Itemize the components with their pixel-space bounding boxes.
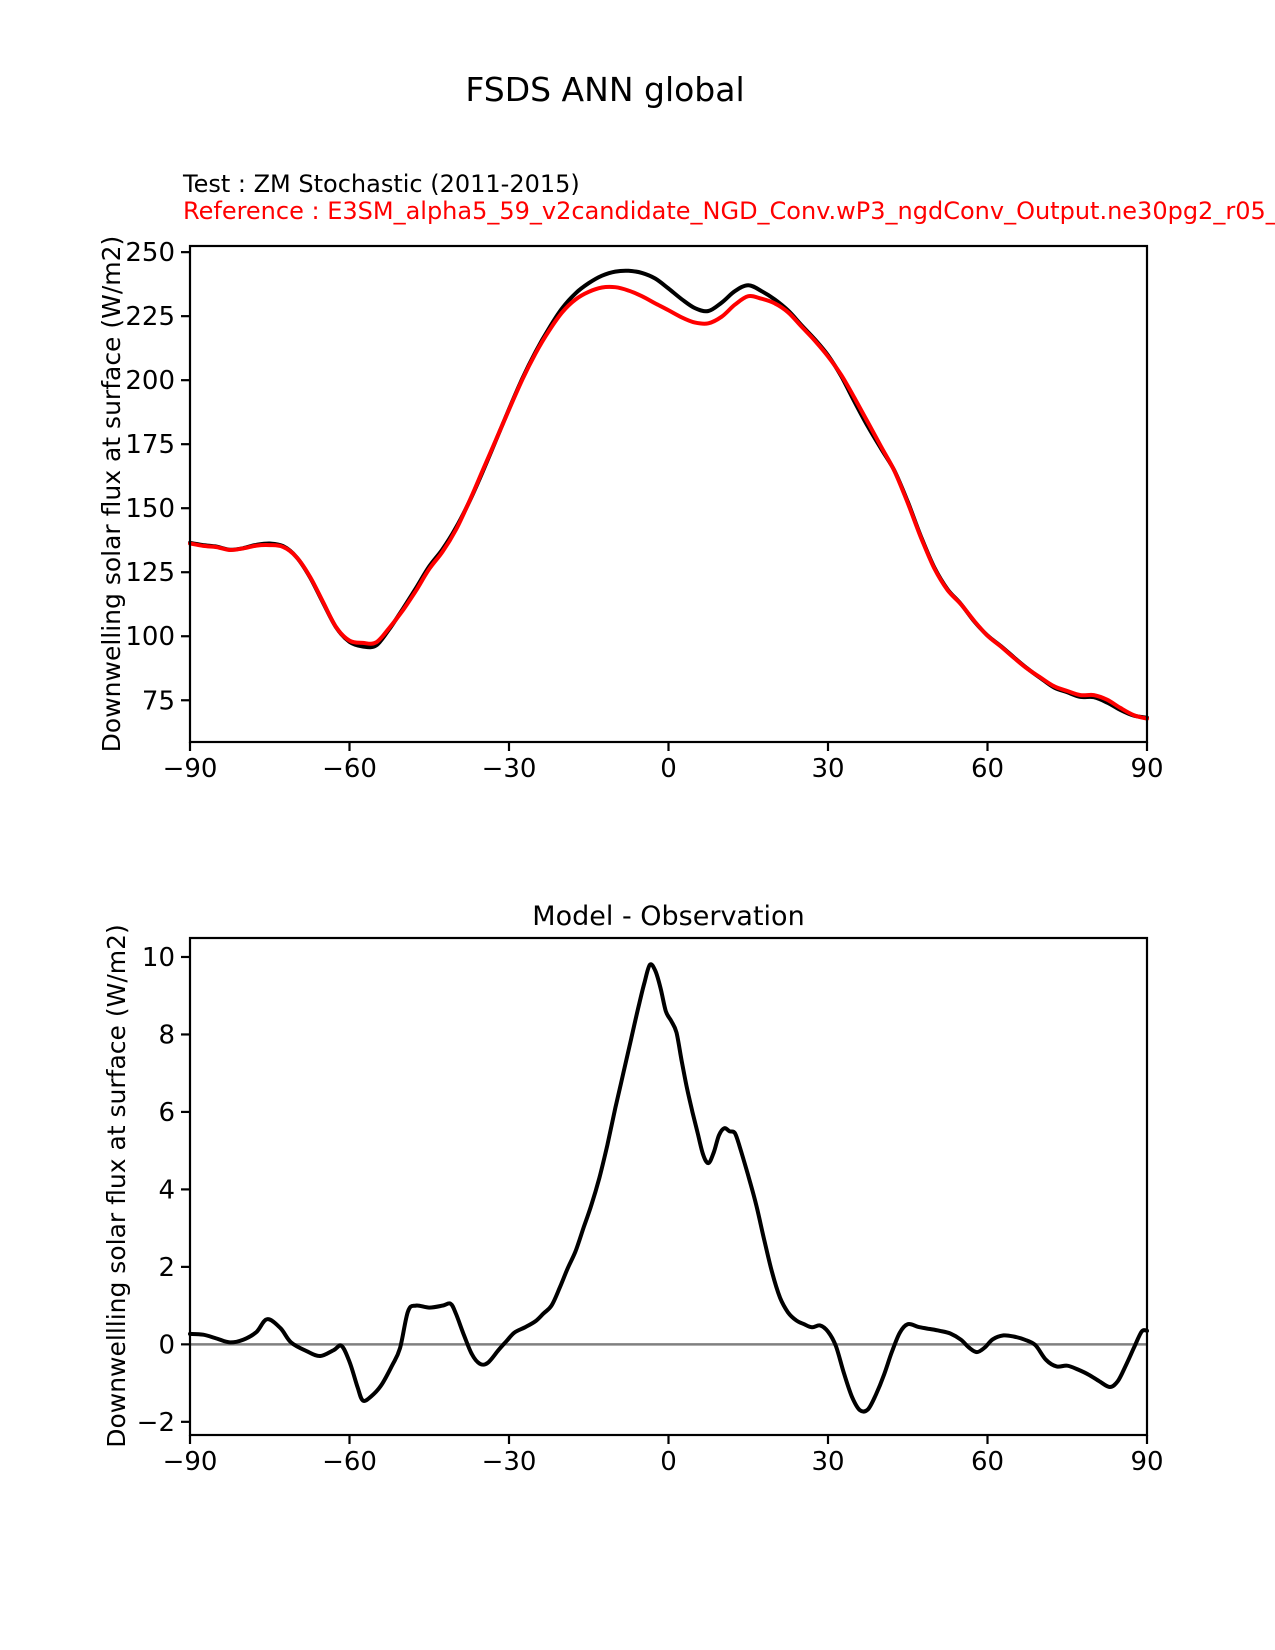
bottom-plot-ylabel: Downwellling solar flux at surface (W/m2… [102, 924, 131, 1448]
legend-test-label: Test : ZM Stochastic (2011-2015) [183, 170, 580, 198]
y-tick-label: 250 [125, 238, 175, 268]
y-tick-label: 4 [158, 1175, 175, 1205]
y-tick-label: 200 [125, 366, 175, 396]
x-tick-label: −90 [163, 1447, 218, 1477]
x-tick-label: 60 [971, 754, 1004, 784]
y-tick-label: 100 [125, 622, 175, 652]
y-tick-label: 125 [125, 558, 175, 588]
x-tick-label: −30 [482, 754, 537, 784]
y-tick-label: 10 [142, 943, 175, 973]
plot-frame [188, 244, 1149, 744]
x-tick-label: 30 [811, 1447, 844, 1477]
y-tick-label: 75 [142, 686, 175, 716]
reference-curve [188, 284, 1149, 721]
legend-reference-label: Reference : E3SM_alpha5_59_v2candidate_N… [183, 197, 1275, 225]
y-tick-label: 225 [125, 302, 175, 332]
top-plot-ylabel: Downwelling solar flux at surface (W/m2) [97, 235, 126, 753]
diff-curve [188, 962, 1149, 1414]
x-tick-label: 0 [660, 1447, 677, 1477]
y-tick-label: 175 [125, 430, 175, 460]
y-tick-label: 2 [158, 1253, 175, 1283]
y-tick-label: −2 [137, 1408, 175, 1438]
y-tick-label: 8 [158, 1020, 175, 1050]
figure-title: FSDS ANN global [465, 70, 745, 109]
bottom-plot: −90 −60 −30 0 30 60 90 −2 0 2 4 6 8 10 [137, 936, 1164, 1477]
x-tick-label: 90 [1130, 754, 1163, 784]
x-tick-label: −90 [163, 754, 218, 784]
plot-frame [188, 936, 1149, 1437]
y-tick-label: 150 [125, 494, 175, 524]
top-plot: −90 −60 −30 0 30 60 90 75 100 125 150 175 200 225 250 [125, 238, 1163, 784]
x-tick-label: −60 [322, 754, 377, 784]
x-tick-label: 0 [660, 754, 677, 784]
bottom-plot-title: Model - Observation [532, 901, 805, 932]
y-tick-label: 0 [158, 1330, 175, 1360]
x-tick-label: 30 [811, 754, 844, 784]
x-tick-label: 60 [971, 1447, 1004, 1477]
y-tick-label: 6 [158, 1098, 175, 1128]
x-tick-label: −30 [482, 1447, 537, 1477]
x-tick-label: 90 [1130, 1447, 1163, 1477]
x-tick-label: −60 [322, 1447, 377, 1477]
